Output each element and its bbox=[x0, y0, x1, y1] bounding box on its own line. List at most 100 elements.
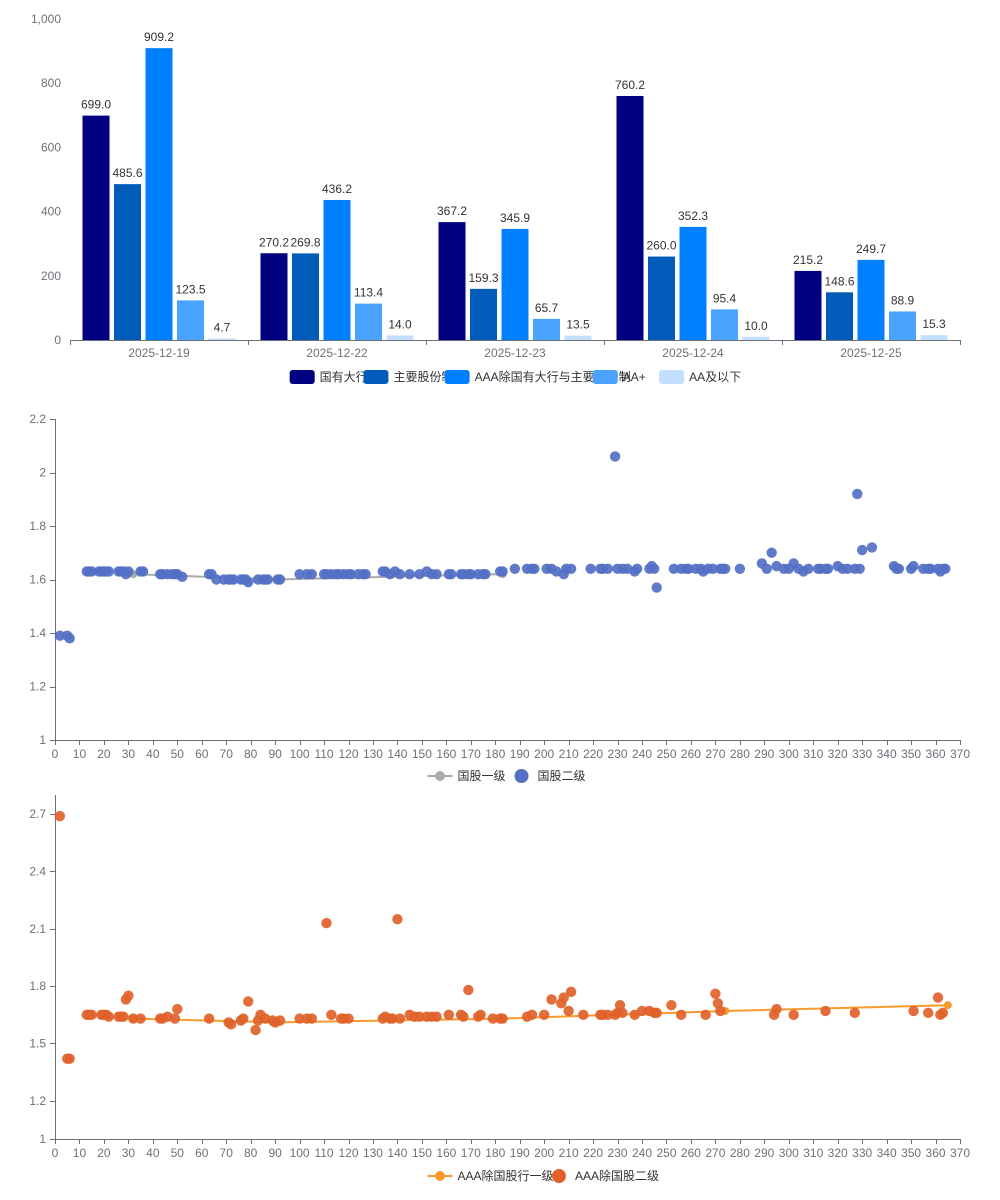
scatter-point[interactable] bbox=[563, 1005, 574, 1017]
bar[interactable] bbox=[533, 318, 560, 340]
scatter-point[interactable] bbox=[558, 992, 569, 1003]
scatter-point[interactable] bbox=[526, 1009, 538, 1020]
scatter-point[interactable] bbox=[128, 1013, 139, 1024]
scatter-point[interactable] bbox=[854, 563, 865, 574]
scatter-point[interactable] bbox=[463, 984, 474, 996]
scatter-point[interactable] bbox=[666, 1000, 677, 1011]
scatter-point[interactable] bbox=[458, 1011, 469, 1022]
scatter-point[interactable] bbox=[602, 1009, 613, 1020]
scatter-point[interactable] bbox=[172, 1003, 183, 1015]
scatter-point[interactable] bbox=[64, 633, 75, 644]
scatter-point[interactable] bbox=[294, 1013, 305, 1024]
bar[interactable] bbox=[616, 95, 644, 340]
scatter-point[interactable] bbox=[274, 1015, 286, 1026]
scatter-point[interactable] bbox=[866, 542, 878, 553]
bar[interactable] bbox=[114, 184, 141, 340]
scatter-point[interactable] bbox=[771, 1003, 782, 1015]
scatter-point[interactable] bbox=[250, 1024, 261, 1036]
scatter-point[interactable] bbox=[118, 1011, 129, 1022]
scatter-point[interactable] bbox=[54, 630, 66, 641]
scatter-point[interactable] bbox=[668, 563, 680, 574]
bar[interactable] bbox=[857, 259, 885, 340]
scatter-point[interactable] bbox=[326, 1009, 337, 1020]
scatter-point[interactable] bbox=[766, 547, 777, 558]
bar[interactable] bbox=[82, 115, 110, 340]
scatter-point[interactable] bbox=[475, 1009, 486, 1020]
bar[interactable] bbox=[292, 253, 319, 340]
scatter-point[interactable] bbox=[394, 568, 406, 580]
legend-scatter-swatch[interactable] bbox=[552, 1169, 566, 1183]
scatter-point[interactable] bbox=[64, 1053, 75, 1064]
scatter-point[interactable] bbox=[636, 1005, 648, 1017]
scatter-point[interactable] bbox=[803, 563, 814, 574]
bar[interactable] bbox=[920, 335, 948, 340]
scatter-point[interactable] bbox=[822, 563, 834, 574]
bar[interactable] bbox=[355, 303, 382, 340]
scatter-point[interactable] bbox=[856, 544, 868, 556]
scatter-1-legend[interactable]: 国股一级 国股二级 bbox=[427, 769, 586, 783]
scatter-2-legend[interactable]: AAA除国股行一级 AAA除国股二级 bbox=[427, 1168, 660, 1183]
scatter-point[interactable] bbox=[103, 1011, 115, 1022]
scatter-point[interactable] bbox=[908, 1005, 919, 1017]
scatter-point[interactable] bbox=[480, 568, 491, 580]
bar[interactable] bbox=[794, 270, 822, 340]
scatter-point[interactable] bbox=[431, 1011, 442, 1022]
scatter-point[interactable] bbox=[546, 994, 557, 1005]
scatter-point[interactable] bbox=[849, 1007, 861, 1019]
scatter-point[interactable] bbox=[937, 1007, 949, 1019]
scatter-point[interactable] bbox=[719, 563, 731, 574]
scatter-point[interactable] bbox=[908, 560, 919, 572]
scatter-point[interactable] bbox=[820, 1005, 831, 1017]
legend-scatter-swatch[interactable] bbox=[514, 769, 529, 783]
scatter-point[interactable] bbox=[932, 992, 944, 1003]
scatter-point[interactable] bbox=[683, 563, 694, 574]
scatter-point[interactable] bbox=[243, 576, 254, 588]
scatter-point[interactable] bbox=[529, 563, 540, 574]
scatter-point[interactable] bbox=[602, 563, 613, 574]
scatter-point[interactable] bbox=[497, 1013, 508, 1024]
bar[interactable] bbox=[323, 199, 351, 340]
scatter-point[interactable] bbox=[585, 563, 596, 574]
legend-swatch[interactable] bbox=[289, 370, 315, 384]
scatter-point[interactable] bbox=[925, 563, 936, 574]
scatter-point[interactable] bbox=[387, 1013, 398, 1024]
scatter-point[interactable] bbox=[700, 1009, 711, 1020]
scatter-point[interactable] bbox=[394, 1013, 406, 1024]
bar[interactable] bbox=[826, 292, 853, 340]
scatter-point[interactable] bbox=[392, 914, 403, 925]
scatter-point[interactable] bbox=[360, 568, 371, 580]
scatter-point[interactable] bbox=[617, 1007, 628, 1019]
scatter-point[interactable] bbox=[404, 568, 415, 580]
legend-line-marker[interactable] bbox=[435, 1171, 445, 1181]
legend-swatch[interactable] bbox=[444, 370, 470, 384]
scatter-point[interactable] bbox=[225, 1019, 237, 1030]
scatter-point[interactable] bbox=[538, 1009, 550, 1020]
scatter-point[interactable] bbox=[651, 582, 662, 593]
scatter-point[interactable] bbox=[675, 1009, 687, 1020]
scatter-point[interactable] bbox=[294, 568, 305, 580]
bar[interactable] bbox=[145, 48, 173, 341]
line-point[interactable] bbox=[943, 1001, 952, 1010]
scatter-point[interactable] bbox=[103, 566, 115, 577]
scatter-point[interactable] bbox=[211, 574, 222, 585]
scatter-point[interactable] bbox=[203, 1013, 215, 1024]
legend-line-marker[interactable] bbox=[435, 771, 445, 781]
legend-swatch[interactable] bbox=[592, 370, 618, 384]
scatter-point[interactable] bbox=[852, 488, 863, 500]
scatter-point[interactable] bbox=[710, 988, 721, 999]
scatter-point[interactable] bbox=[651, 1007, 662, 1019]
scatter-point[interactable] bbox=[609, 451, 621, 462]
scatter-point[interactable] bbox=[842, 563, 853, 574]
bar[interactable] bbox=[648, 256, 675, 340]
scatter-point[interactable] bbox=[135, 1013, 146, 1024]
scatter-point[interactable] bbox=[509, 563, 521, 574]
scatter-point[interactable] bbox=[86, 1009, 97, 1020]
scatter-point[interactable] bbox=[176, 571, 188, 583]
bar[interactable] bbox=[742, 336, 770, 340]
scatter-point[interactable] bbox=[123, 990, 134, 1001]
scatter-point[interactable] bbox=[321, 917, 332, 929]
legend-swatch[interactable] bbox=[363, 370, 389, 384]
bar[interactable] bbox=[564, 335, 592, 340]
scatter-point[interactable] bbox=[306, 568, 318, 580]
scatter-point[interactable] bbox=[262, 574, 273, 585]
